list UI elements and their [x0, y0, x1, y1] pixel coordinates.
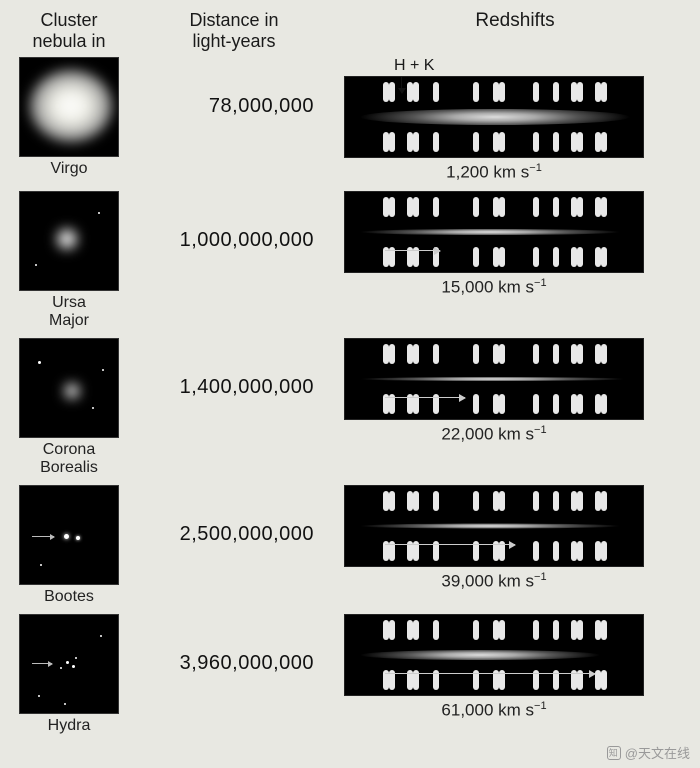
data-row: Hydra 3,960,000,000 61,000 km s−1: [14, 614, 686, 735]
nebula-name: Virgo: [14, 160, 124, 178]
data-row: UrsaMajor 1,000,000,000 15,000 km s−1: [14, 191, 686, 330]
data-rows: Virgo 78,000,000 H + K 1,200 km s−1: [14, 57, 686, 735]
redshift-cell: 15,000 km s−1: [344, 191, 686, 298]
ref-ticks-top: [345, 620, 643, 640]
redshift-cell: H + K 1,200 km s−1: [344, 57, 686, 183]
nebula-name: Bootes: [14, 588, 124, 606]
spectrum-panel: [344, 485, 644, 567]
redshift-arrow-icon: [385, 544, 515, 545]
distance-value: 1,000,000,000: [144, 191, 324, 252]
spectrum-panel: [344, 76, 644, 158]
velocity-label: 15,000 km s−1: [344, 277, 644, 298]
nebula-image: [19, 338, 119, 438]
distance-value: 78,000,000: [144, 57, 324, 118]
redshift-cell: 61,000 km s−1: [344, 614, 686, 721]
nebula-cell: Hydra: [14, 614, 124, 735]
nebula-image: [19, 614, 119, 714]
velocity-label: 1,200 km s−1: [344, 162, 644, 183]
data-row: CoronaBorealis 1,400,000,000 22,000 km s…: [14, 338, 686, 477]
distance-value: 2,500,000,000: [144, 485, 324, 546]
nebula-cell: Virgo: [14, 57, 124, 178]
watermark-text: @天文在线: [625, 743, 690, 762]
header-nebula-l2: nebula in: [32, 31, 105, 51]
header-nebula-l1: Cluster: [40, 10, 97, 30]
data-row: Virgo 78,000,000 H + K 1,200 km s−1: [14, 57, 686, 183]
header-nebula: Cluster nebula in: [14, 10, 124, 51]
nebula-cell: Bootes: [14, 485, 124, 606]
watermark: @天文在线: [607, 743, 690, 762]
header-distance-l1: Distance in: [189, 10, 278, 30]
data-row: Bootes 2,500,000,000 39,000 km s−1: [14, 485, 686, 606]
ref-ticks-top: [345, 491, 643, 511]
page-container: Cluster nebula in Distance in light-year…: [0, 0, 700, 735]
redshift-cell: 22,000 km s−1: [344, 338, 686, 445]
ref-ticks-top: [345, 197, 643, 217]
header-redshifts-text: Redshifts: [475, 10, 554, 31]
nebula-image: [19, 191, 119, 291]
header-distance: Distance in light-years: [144, 10, 324, 51]
velocity-label: 39,000 km s−1: [344, 571, 644, 592]
galaxy-spectrum-streak: [360, 524, 620, 529]
galaxy-spectrum-streak: [360, 650, 600, 660]
nebula-image: [19, 57, 119, 157]
galaxy-spectrum-streak: [360, 109, 630, 125]
nebula-name: Hydra: [14, 717, 124, 735]
header-distance-l2: light-years: [192, 31, 275, 51]
nebula-name: UrsaMajor: [14, 294, 124, 330]
distance-value: 1,400,000,000: [144, 338, 324, 399]
nebula-name: CoronaBorealis: [14, 441, 124, 477]
spectrum-panel: [344, 338, 644, 420]
header-redshifts: Redshifts: [344, 10, 686, 32]
spectrum-panel: [344, 191, 644, 273]
galaxy-spectrum-streak: [360, 377, 625, 381]
redshift-arrow-icon: [385, 673, 595, 674]
spectrum-panel: [344, 614, 644, 696]
distance-value: 3,960,000,000: [144, 614, 324, 675]
zhihu-icon: [607, 746, 621, 760]
redshift-arrow-icon: [385, 397, 465, 398]
ref-ticks-top: [345, 344, 643, 364]
nebula-cell: CoronaBorealis: [14, 338, 124, 477]
velocity-label: 22,000 km s−1: [344, 424, 644, 445]
redshift-cell: 39,000 km s−1: [344, 485, 686, 592]
ref-ticks-bottom: [345, 132, 643, 152]
nebula-cell: UrsaMajor: [14, 191, 124, 330]
nebula-image: [19, 485, 119, 585]
ref-ticks-top: [345, 82, 643, 102]
velocity-label: 61,000 km s−1: [344, 700, 644, 721]
galaxy-spectrum-streak: [360, 229, 620, 235]
redshift-arrow-icon: [385, 250, 440, 251]
column-headers: Cluster nebula in Distance in light-year…: [14, 10, 686, 51]
hk-label: H + K: [394, 57, 686, 75]
